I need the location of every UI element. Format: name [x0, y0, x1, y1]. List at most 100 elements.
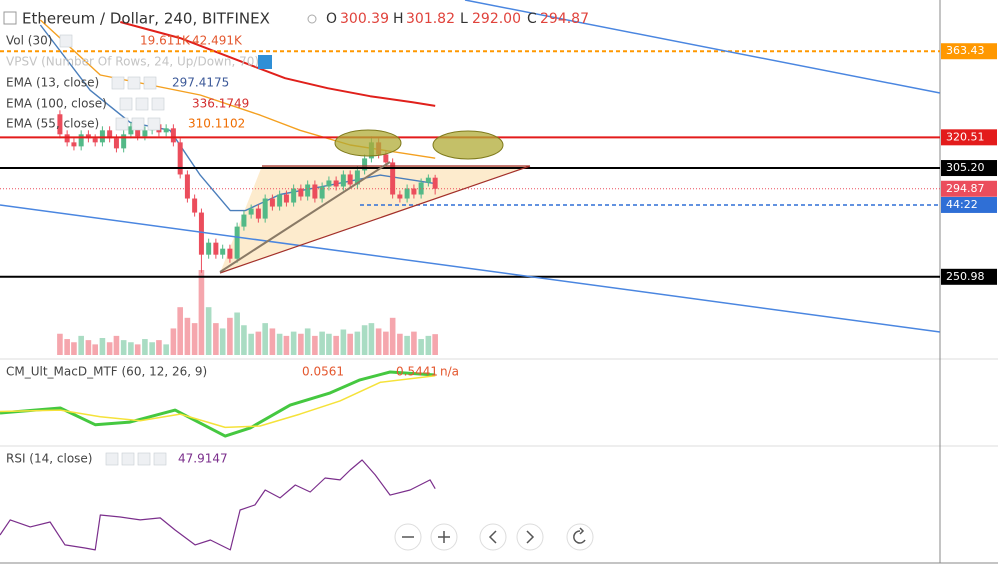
volume-bar: [113, 335, 120, 355]
volume-bar: [106, 342, 113, 355]
candle-body: [64, 134, 70, 143]
candle-body: [227, 248, 233, 259]
legend-button[interactable]: [135, 97, 149, 111]
header: Ethereum / Dollar, 240, BITFINEX O 300.3…: [3, 10, 589, 28]
legend-button[interactable]: [105, 452, 119, 466]
symbol-title: Ethereum / Dollar, 240, BITFINEX: [22, 10, 270, 28]
candle-body: [78, 134, 84, 147]
candle-body: [135, 126, 141, 137]
candle-body: [418, 182, 424, 195]
candle-body: [255, 208, 261, 219]
scroll-right-button[interactable]: [516, 523, 544, 551]
legend-button[interactable]: [59, 34, 73, 48]
legend-button[interactable]: [115, 117, 129, 131]
candle-body: [319, 186, 325, 199]
legend-name: VPSV (Number Of Rows, 24, Up/Down, 70): [6, 55, 259, 69]
candle-body: [248, 208, 254, 215]
legend-value: 47.9147: [178, 452, 228, 466]
candle-body: [298, 188, 304, 197]
candle-body: [184, 174, 190, 199]
volume-bar: [319, 331, 325, 355]
legend-button[interactable]: [151, 97, 165, 111]
candle-body: [163, 128, 169, 133]
scroll-left-button[interactable]: [479, 523, 507, 551]
ohlc-key: C: [527, 11, 537, 27]
icon: [438, 531, 450, 543]
volume-bar: [241, 325, 247, 355]
volume-bar: [64, 339, 70, 355]
series-line: [120, 21, 436, 107]
candle-body: [192, 198, 198, 213]
candle-body: [71, 142, 77, 147]
candle-body: [121, 134, 127, 149]
candle-body: [170, 128, 176, 143]
volume-bar: [340, 329, 347, 355]
candle-body: [411, 188, 417, 195]
icon: [488, 530, 497, 544]
toggle-icon[interactable]: [307, 14, 317, 24]
legend-button[interactable]: [131, 117, 145, 131]
icon: [526, 530, 535, 544]
legend-name: Vol (30): [6, 34, 52, 48]
volume-bar: [213, 323, 219, 355]
volume-bar: [191, 323, 198, 355]
candle-body: [241, 214, 247, 227]
legend-button[interactable]: [127, 76, 141, 90]
volume-bar: [262, 323, 268, 355]
volume-bar: [397, 333, 403, 355]
price-label: 305.20: [946, 161, 985, 174]
legend-value: 0.0561: [302, 365, 344, 379]
indicator-legend: Vol (30) 19.611K 42.491K VPSV (Number Of…: [6, 34, 459, 466]
legend-button[interactable]: [153, 452, 167, 466]
candle-body: [142, 130, 148, 137]
price-label-box: [941, 196, 997, 213]
volume-bar: [368, 323, 375, 355]
reset-button[interactable]: [566, 523, 594, 551]
legend-button[interactable]: [147, 117, 161, 131]
price-label: 44:22: [946, 198, 978, 211]
candle-body: [128, 126, 134, 135]
volume-bar: [333, 335, 339, 355]
ohlc-key: H: [393, 11, 404, 27]
candle-body: [283, 194, 289, 203]
settings-icon[interactable]: [258, 55, 272, 69]
volume-bar: [92, 344, 98, 355]
legend-button[interactable]: [111, 76, 125, 90]
volume-bar: [78, 335, 84, 355]
volume-bar: [425, 335, 432, 355]
volume-bar: [99, 338, 106, 355]
price-label-box: [941, 160, 997, 177]
candle-body: [305, 184, 311, 197]
volume-bar: [347, 333, 353, 355]
legend-name: EMA (100, close): [6, 97, 107, 111]
price-label: 294.87: [946, 182, 985, 195]
legend-value: 19.611K: [140, 34, 191, 48]
legend-button[interactable]: [121, 452, 135, 466]
volume-bar: [149, 342, 155, 355]
price-label: 320.51: [946, 130, 985, 143]
price-label: 363.43: [946, 44, 985, 57]
candle-body: [425, 177, 431, 183]
ohlc-key: O: [326, 11, 337, 27]
volume-bar: [234, 312, 240, 355]
candle-body: [312, 184, 318, 199]
candle-body: [397, 194, 403, 199]
ohlc-value: 301.82: [406, 11, 455, 27]
candle-body: [432, 177, 438, 189]
volume-bar: [205, 307, 212, 355]
legend-value: 310.1102: [188, 117, 245, 131]
volume-bar: [298, 333, 304, 355]
volume-bar: [198, 270, 205, 355]
legend-button[interactable]: [137, 452, 151, 466]
legend-button[interactable]: [143, 76, 157, 90]
candle-body: [113, 138, 119, 149]
candle-body: [198, 212, 204, 255]
legend-value: 42.491K: [192, 34, 243, 48]
volume-bar: [432, 334, 438, 355]
candle-body: [326, 180, 332, 187]
symbol-icon[interactable]: [3, 11, 17, 25]
price-label-box: [941, 129, 997, 146]
legend-button[interactable]: [119, 97, 133, 111]
